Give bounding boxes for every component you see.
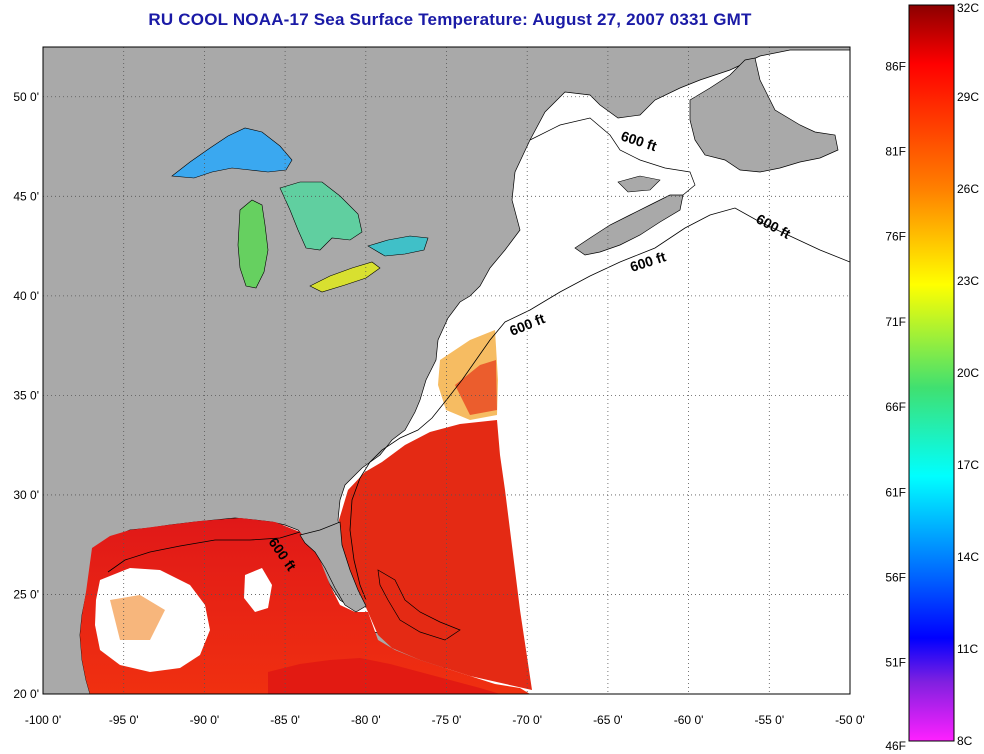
lat-tick-label: 40 0' [13, 289, 39, 303]
lat-tick-label: 30 0' [13, 488, 39, 502]
colorbar-celsius-label: 11C [957, 642, 978, 656]
land-prince-edward-island [617, 175, 661, 193]
land-newfoundland [689, 57, 839, 173]
lat-tick-label: 20 0' [13, 687, 39, 701]
lon-tick-label: -80 0' [351, 713, 381, 727]
map-frame [42, 46, 851, 695]
colorbar-fahrenheit-label: 61F [885, 485, 906, 499]
lake-michigan [237, 199, 269, 289]
lon-tick-label: -85 0' [270, 713, 300, 727]
colorbar-celsius-label: 14C [957, 550, 979, 564]
colorbar-celsius-label: 26C [957, 182, 979, 196]
colorbar-fahrenheit-label: 86F [885, 59, 906, 73]
bahamas-banks [377, 569, 461, 641]
lon-tick-label: -95 0' [109, 713, 139, 727]
colorbar-fahrenheit-label: 71F [885, 315, 906, 329]
lon-tick-label: -70 0' [512, 713, 542, 727]
lake-erie [309, 261, 381, 293]
lat-tick-label: 25 0' [13, 587, 39, 601]
lake-huron [279, 181, 363, 251]
lon-tick-label: -100 0' [25, 713, 61, 727]
lon-tick-label: -55 0' [754, 713, 784, 727]
lake-ontario [367, 235, 429, 257]
lon-tick-label: -75 0' [432, 713, 462, 727]
colorbar-fahrenheit-label: 56F [885, 570, 906, 584]
colorbar-fahrenheit-label: 51F [885, 656, 906, 670]
sst-atlantic-swath [339, 420, 532, 690]
coastline-st-lawrence [529, 117, 696, 196]
colorbar-scale [908, 4, 955, 742]
map-title: RU COOL NOAA-17 Sea Surface Temperature:… [148, 10, 752, 29]
lon-tick-label: -90 0' [190, 713, 220, 727]
colorbar-fahrenheit-label: 76F [885, 230, 906, 244]
lon-tick-label: -50 0' [835, 713, 865, 727]
lat-tick-label: 35 0' [13, 388, 39, 402]
map-panel: 600 ft 600 ft 600 ft 600 ft 600 ft [43, 47, 850, 694]
colorbar-celsius-label: 32C [957, 1, 979, 15]
lon-tick-label: -60 0' [674, 713, 704, 727]
colorbar-fahrenheit-label: 81F [885, 145, 906, 159]
sst-slope-band [455, 360, 497, 415]
land-nova-scotia [574, 194, 684, 256]
colorbar-fahrenheit-label: 66F [885, 400, 906, 414]
isobath-600ft-gulf [107, 531, 301, 573]
warm-patch-gulf [110, 595, 165, 640]
colorbar-celsius-label: 20C [957, 366, 979, 380]
colorbar-fahrenheit-label: 46F [885, 739, 906, 753]
colorbar-celsius-label: 8C [957, 734, 973, 748]
colorbar-celsius-label: 29C [957, 90, 979, 104]
lake-superior [171, 127, 293, 179]
land-florida [299, 521, 367, 613]
lat-tick-label: 45 0' [13, 189, 39, 203]
longitude-tick-labels: -100 0' -95 0' -90 0' -85 0' -80 0' -75 0' -70… [25, 713, 865, 727]
isobath-600ft [349, 207, 850, 601]
colorbar-celsius-label: 17C [957, 458, 979, 472]
lon-tick-label: -65 0' [593, 713, 623, 727]
latitude-tick-labels: 20 0' 25 0' 30 0' 35 0' 40 0' 45 0' 50 0' [13, 90, 39, 701]
sst-caribbean [268, 658, 500, 694]
colorbar-celsius-labels: 32C 29C 26C 23C 20C 17C 14C 11C 8C [957, 1, 979, 748]
cloud-patch-gulf-2 [244, 568, 272, 612]
colorbar-celsius-label: 23C [957, 274, 979, 288]
lat-tick-label: 50 0' [13, 90, 39, 104]
colorbar-fahrenheit-labels: 86F 81F 76F 71F 66F 61F 56F 51F 46F [885, 59, 906, 753]
